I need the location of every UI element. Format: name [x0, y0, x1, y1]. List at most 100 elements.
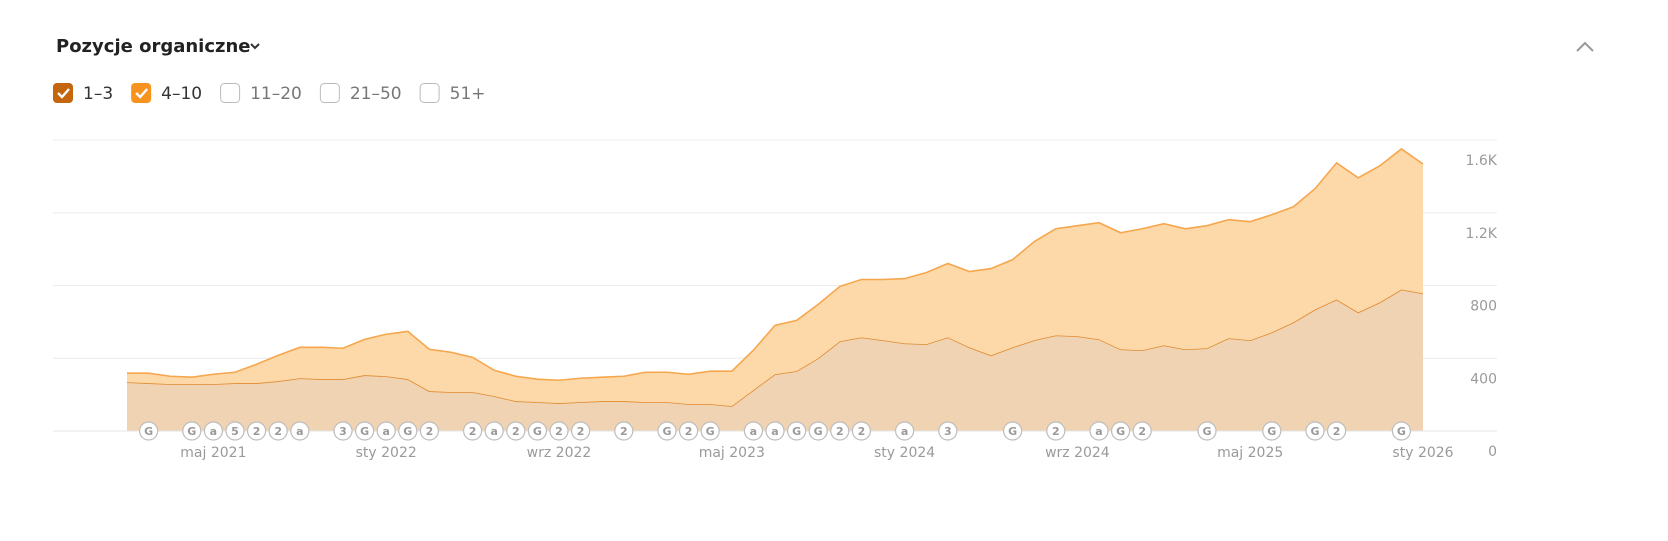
checkbox — [319, 83, 340, 103]
annotation-marker[interactable]: 2 — [506, 421, 526, 441]
annotation-circle — [1046, 421, 1066, 441]
annotation-circle — [139, 421, 159, 441]
annotation-label: 2 — [426, 425, 434, 438]
annotation-marker[interactable]: G — [398, 421, 418, 441]
annotation-marker[interactable]: G — [1197, 421, 1217, 441]
annotation-circle — [182, 421, 202, 441]
annotation-marker[interactable]: G — [1110, 421, 1131, 441]
annotation-marker[interactable]: 3 — [938, 421, 958, 441]
annotation-marker[interactable]: a — [1089, 421, 1109, 441]
annotation-label: 5 — [231, 425, 239, 438]
annotation-circle — [830, 421, 850, 441]
annotation-circle — [463, 421, 483, 441]
annotation-label: a — [1095, 425, 1102, 438]
y-tick-label: 400 — [1470, 371, 1497, 387]
legend-item[interactable]: 51+ — [419, 83, 486, 105]
annotation-marker[interactable]: 2 — [463, 421, 483, 441]
annotation-label: a — [901, 425, 908, 438]
annotation-circle — [1132, 421, 1152, 441]
annotation-circle — [808, 421, 828, 441]
annotation-marker[interactable]: G — [1002, 421, 1023, 441]
annotation-marker[interactable]: G — [1262, 421, 1282, 441]
annotation-marker[interactable]: G — [182, 421, 202, 441]
title-dropdown[interactable] — [250, 43, 260, 50]
annotation-marker[interactable]: 2 — [1046, 421, 1066, 441]
annotation-marker[interactable]: a — [376, 421, 396, 441]
annotation-marker[interactable]: 2 — [1132, 421, 1152, 441]
y-tick-label: 0 — [1488, 444, 1497, 460]
annotation-circle — [1391, 421, 1412, 441]
annotation-circle — [527, 421, 548, 441]
legend-label: 4–10 — [161, 84, 202, 104]
legend-item[interactable]: 21–50 — [319, 83, 402, 105]
annotation-circle — [549, 421, 569, 441]
annotation-marker[interactable]: a — [484, 421, 504, 441]
annotation-marker[interactable]: G — [700, 421, 720, 441]
legend-item[interactable]: 11–20 — [220, 83, 302, 105]
annotation-circle — [765, 421, 785, 441]
annotation-marker[interactable]: G — [527, 421, 548, 441]
annotation-label: 2 — [253, 425, 261, 438]
annotation-label: 2 — [858, 425, 866, 438]
checkmark — [135, 88, 149, 99]
annotation-circle — [1262, 421, 1282, 441]
annotation-label: 2 — [1333, 425, 1341, 438]
legend-item[interactable]: 4–10 — [131, 83, 202, 104]
annotation-marker[interactable]: G — [1391, 421, 1412, 441]
legend-label: 11–20 — [250, 84, 302, 104]
annotation-label: G — [1116, 425, 1125, 438]
annotation-label: a — [490, 425, 497, 438]
annotation-label: 2 — [1138, 425, 1146, 438]
annotation-marker[interactable]: G — [657, 421, 677, 441]
annotation-marker[interactable]: G — [355, 421, 375, 441]
annotation-marker[interactable]: G — [808, 421, 828, 441]
annotation-marker[interactable]: 2 — [419, 421, 439, 441]
annotation-marker[interactable]: a — [894, 421, 915, 441]
annotation-marker[interactable]: 2 — [1326, 421, 1347, 441]
annotation-marker[interactable]: 2 — [268, 421, 288, 441]
annotation-marker[interactable]: G — [139, 421, 159, 441]
annotation-circle — [247, 421, 267, 441]
annotation-label: G — [662, 425, 671, 438]
collapse-button[interactable] — [1576, 41, 1594, 52]
annotation-circle — [268, 421, 288, 441]
annotation-circle — [506, 421, 526, 441]
annotation-label: G — [533, 425, 542, 438]
area — [127, 289, 1423, 431]
annotation-label: G — [144, 425, 153, 438]
annotation-marker[interactable]: a — [765, 421, 785, 441]
annotation-label: 2 — [555, 425, 563, 438]
annotation-marker[interactable]: 2 — [549, 421, 569, 441]
annotation-marker[interactable]: 2 — [570, 421, 591, 441]
annotation-marker[interactable]: 3 — [333, 421, 353, 441]
legend-item[interactable]: 1–3 — [53, 83, 113, 104]
annotation-label: a — [296, 425, 303, 438]
annotation-label: 2 — [274, 425, 282, 438]
checkbox — [419, 83, 440, 103]
annotation-marker[interactable]: 2 — [247, 421, 267, 441]
annotation-marker[interactable]: G — [786, 421, 807, 441]
annotation-marker[interactable]: 2 — [851, 421, 872, 441]
annotation-circle — [1002, 421, 1023, 441]
annotation-label: G — [1397, 425, 1406, 438]
annotation-marker[interactable]: 2 — [614, 421, 634, 441]
annotation-marker[interactable]: 2 — [830, 421, 850, 441]
x-tick-label: maj 2025 — [1217, 445, 1283, 461]
annotation-circle — [614, 421, 634, 441]
annotation-marker[interactable]: a — [290, 421, 310, 441]
annotation-marker[interactable]: 5 — [225, 421, 245, 441]
annotation-circle — [419, 421, 439, 441]
annotation-circle — [786, 421, 807, 441]
annotation-label: a — [750, 425, 757, 438]
legend-label: 1–3 — [83, 84, 113, 104]
annotation-marker[interactable]: 2 — [678, 421, 699, 441]
annotation-label: 2 — [577, 425, 585, 438]
annotation-marker[interactable]: a — [743, 421, 764, 441]
annotation-circle — [1326, 421, 1347, 441]
annotation-circle — [657, 421, 677, 441]
annotation-label: a — [210, 425, 217, 438]
annotation-marker[interactable]: a — [203, 421, 223, 441]
annotation-label: 2 — [620, 425, 628, 438]
annotation-marker[interactable]: G — [1305, 421, 1325, 441]
